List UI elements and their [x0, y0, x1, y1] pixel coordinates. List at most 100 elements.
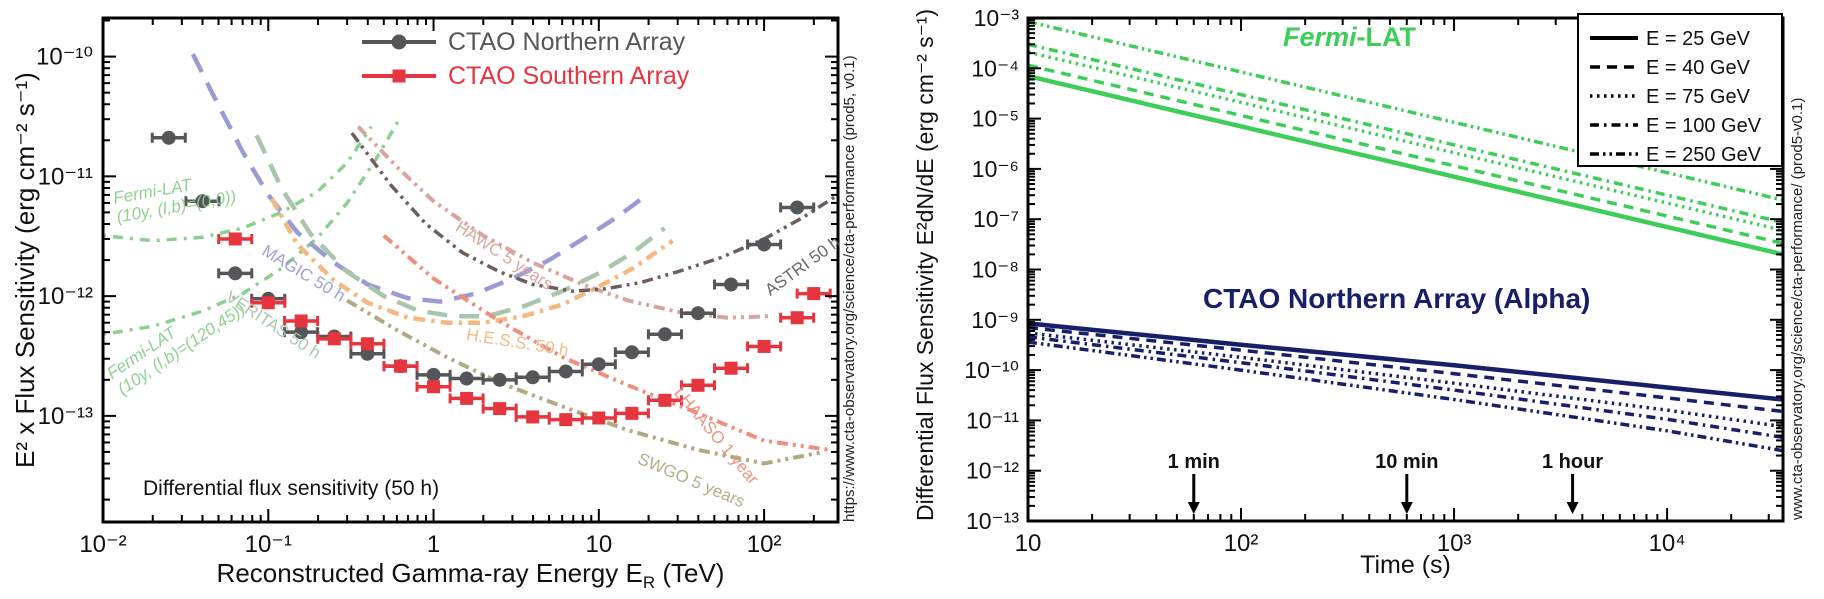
curve-swgo [346, 298, 825, 466]
data-point-ctao-north [757, 237, 772, 252]
data-point-ctao-south [790, 311, 804, 325]
fermi-lat-label-italic: Fermi [1283, 22, 1357, 52]
data-point-ctao-south [724, 361, 738, 375]
right-y-tick-label: 10⁻¹⁰ [964, 357, 1019, 383]
data-point-ctao-north [228, 266, 243, 281]
left-data-points [150, 130, 832, 427]
data-point-ctao-south [327, 332, 341, 346]
legend-entry-label: E = 100 GeV [1646, 115, 1762, 137]
left-y-tick-label: 10⁻¹³ [38, 403, 93, 430]
legend-label-ctao-south: CTAO Southern Array [448, 62, 690, 90]
legend-entry-label: E = 40 GeV [1646, 57, 1751, 79]
left-legend: CTAO Northern Array CTAO Southern Array [362, 28, 690, 90]
right-y-tick-label: 10⁻¹² [966, 458, 1019, 484]
left-x-axis-title-sub: R [642, 573, 656, 593]
series-ctao-75gev [1027, 331, 1784, 429]
right-y-tick-label: 10⁻⁴ [971, 55, 1019, 81]
data-point-ctao-north [195, 194, 210, 209]
right-y-tick-label: 10⁻⁵ [972, 106, 1019, 132]
legend-marker-ctao-south [392, 69, 406, 83]
data-point-ctao-south [228, 232, 242, 246]
series-fermi-25gev [1027, 73, 1784, 257]
right-y-axis-title: Differential Flux Sensitivity E²dN/dE (e… [912, 8, 938, 521]
data-point-ctao-south [493, 402, 507, 416]
data-point-ctao-south [592, 411, 606, 425]
left-x-axis-title: Reconstructed Gamma-ray Energy ER (TeV) [103, 558, 838, 593]
data-point-ctao-south [625, 406, 639, 420]
right-y-tick-label: 10⁻⁷ [973, 206, 1019, 232]
left-axes [101, 16, 840, 524]
series-ctao-250gev [1027, 340, 1784, 453]
time-marker-arrowhead [1566, 502, 1579, 514]
ctao-northern-alpha-label: CTAO Northern Array (Alpha) [1203, 283, 1591, 314]
series-ctao-100gev [1027, 335, 1784, 440]
left-x-axis-title-unit: (TeV) [655, 558, 725, 588]
left-x-tick-label: 10⁻¹ [245, 531, 292, 558]
data-point-ctao-north [492, 372, 507, 387]
data-point-ctao-south [393, 359, 407, 373]
curve-lhaaso [382, 234, 831, 452]
curve-fermi-lat-gc [102, 125, 373, 243]
left-chart-watermark: https://www.cta-observatory.org/science/… [841, 55, 858, 522]
fermi-lat-label: Fermi-LAT [1283, 22, 1416, 53]
data-point-ctao-south [757, 339, 771, 353]
left-x-tick-label: 10 [585, 531, 612, 558]
right-y-tick-label: 10⁻³ [974, 5, 1020, 31]
series-ctao-40gev [1027, 325, 1784, 414]
data-point-ctao-north [459, 371, 474, 386]
left-y-axis-title: E² x Flux Sensitivity (erg cm⁻² s⁻¹) [10, 72, 40, 468]
data-point-ctao-north [558, 364, 573, 379]
left-x-axis-title-text: Reconstructed Gamma-ray Energy E [216, 558, 643, 588]
data-point-ctao-north [790, 200, 805, 215]
curve-hess [269, 197, 674, 325]
fermi-lat-label-rest: -LAT [1356, 22, 1417, 52]
data-point-ctao-north [294, 325, 309, 340]
legend-marker-ctao-north [391, 34, 407, 50]
right-y-tick-label: 10⁻¹¹ [966, 407, 1019, 433]
series-ctao-25gev [1027, 321, 1784, 402]
right-x-tick-label: 10 [1015, 530, 1042, 557]
time-marker-label: 10 min [1375, 451, 1438, 473]
curve-magic [190, 53, 650, 304]
data-point-ctao-north [690, 306, 705, 321]
data-point-ctao-north [591, 357, 606, 372]
right-chart-watermark: www.cta-observatory.org/science/cta-perf… [1789, 97, 1806, 520]
legend-entry-label: E = 25 GeV [1646, 28, 1751, 50]
data-point-ctao-south [526, 410, 540, 424]
right-legend: E = 25 GeV E = 40 GeV E = 75 GeV E = 100 Ge… [1577, 13, 1783, 167]
left-x-tick-label: 10² [747, 531, 782, 558]
data-point-ctao-south [559, 413, 573, 427]
data-point-ctao-south [658, 393, 672, 407]
data-point-ctao-north [525, 370, 540, 385]
time-marker-label: 1 hour [1542, 451, 1603, 473]
right-x-tick-label: 10⁴ [1649, 530, 1686, 557]
left-y-tick-label: 10⁻¹² [38, 283, 93, 310]
curve-fermi-lat-high-lat [102, 118, 401, 337]
legend-entry-label: E = 75 GeV [1646, 86, 1751, 108]
plot-frame [1026, 16, 1785, 523]
right-x-axis-title: Time (s) [1360, 551, 1451, 579]
right-y-tick-label: 10⁻⁶ [972, 156, 1019, 182]
time-marker-label: 1 min [1168, 451, 1220, 473]
data-point-ctao-south [807, 287, 821, 301]
data-point-ctao-south [691, 378, 705, 392]
data-point-ctao-south [460, 391, 474, 405]
data-point-ctao-south [427, 380, 441, 394]
left-y-tick-label: 10⁻¹¹ [38, 163, 93, 190]
right-y-tick-label: 10⁻⁸ [972, 257, 1019, 283]
time-markers: 1 min 10 min 1 hour [1168, 451, 1603, 514]
curve-veritas [254, 134, 666, 319]
data-point-ctao-north [360, 346, 375, 361]
series-fermi-40gev [1027, 63, 1784, 246]
right-series [1027, 19, 1784, 453]
left-y-tick-label: 10⁻¹⁰ [36, 44, 93, 71]
right-y-tick-label: 10⁻¹³ [966, 508, 1019, 534]
right-y-tick-label: 10⁻⁹ [971, 307, 1019, 333]
right-x-tick-label: 10² [1224, 530, 1259, 557]
data-point-ctao-north [724, 277, 739, 292]
data-point-ctao-north [161, 130, 176, 145]
time-marker-arrowhead [1400, 502, 1413, 514]
